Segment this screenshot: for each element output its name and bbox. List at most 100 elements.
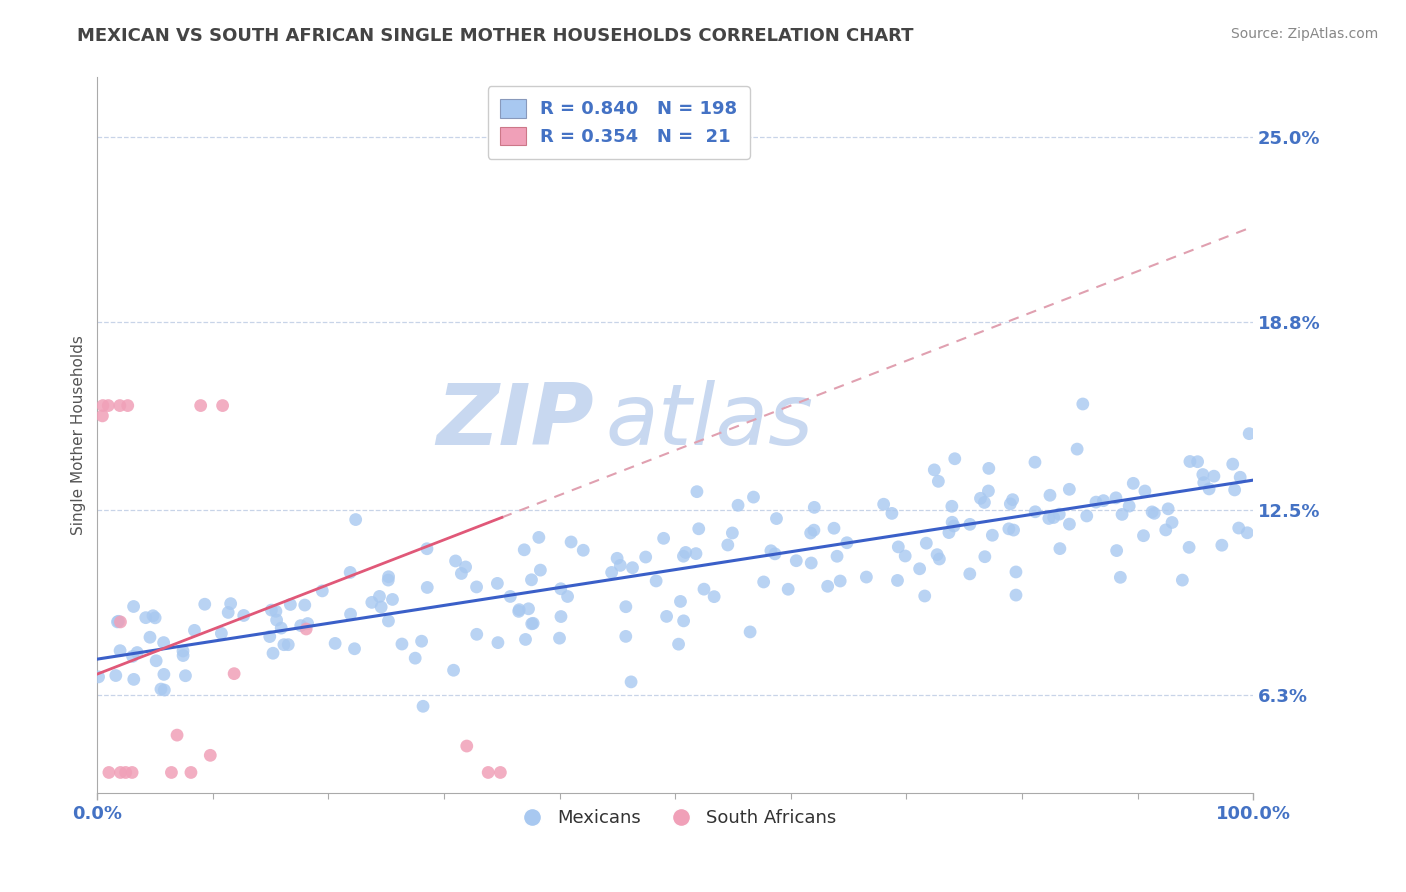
Point [1024, 455, 1046, 469]
Point [190, 399, 212, 413]
Point [91, 399, 114, 413]
Point [1192, 475, 1215, 490]
Point [942, 519, 965, 533]
Point [211, 399, 233, 413]
Point [1071, 397, 1094, 411]
Point [645, 574, 668, 588]
Point [785, 554, 807, 568]
Point [693, 582, 716, 596]
Point [572, 543, 595, 558]
Point [377, 614, 399, 628]
Point [914, 589, 936, 603]
Point [122, 599, 145, 614]
Point [915, 536, 938, 550]
Point [280, 598, 302, 612]
Point [527, 530, 550, 544]
Point [557, 590, 579, 604]
Point [973, 495, 995, 509]
Point [450, 566, 472, 581]
Point [153, 683, 176, 698]
Point [1229, 470, 1251, 484]
Point [1187, 455, 1209, 469]
Point [508, 604, 530, 618]
Point [560, 535, 582, 549]
Point [443, 663, 465, 677]
Point [232, 608, 254, 623]
Point [672, 614, 695, 628]
Point [104, 668, 127, 682]
Point [548, 631, 571, 645]
Point [908, 562, 931, 576]
Point [520, 573, 543, 587]
Point [823, 521, 845, 535]
Point [938, 525, 960, 540]
Point [107, 615, 129, 629]
Point [107, 615, 129, 629]
Legend: Mexicans, South Africans: Mexicans, South Africans [506, 802, 844, 834]
Point [180, 765, 202, 780]
Point [1042, 510, 1064, 524]
Point [264, 604, 287, 618]
Point [998, 522, 1021, 536]
Point [122, 673, 145, 687]
Point [513, 542, 536, 557]
Point [183, 624, 205, 638]
Point [160, 765, 183, 780]
Point [727, 498, 749, 512]
Point [1154, 523, 1177, 537]
Point [880, 507, 903, 521]
Point [1047, 507, 1070, 521]
Point [149, 682, 172, 697]
Point [486, 576, 509, 591]
Point [465, 627, 488, 641]
Point [339, 607, 361, 622]
Point [1211, 538, 1233, 552]
Point [91, 409, 114, 423]
Point [1066, 442, 1088, 456]
Point [825, 549, 848, 564]
Point [614, 629, 637, 643]
Point [886, 574, 908, 588]
Point [763, 547, 786, 561]
Point [941, 516, 963, 530]
Point [224, 666, 246, 681]
Point [1132, 529, 1154, 543]
Point [981, 528, 1004, 542]
Point [108, 643, 131, 657]
Point [391, 637, 413, 651]
Point [686, 484, 709, 499]
Point [508, 602, 530, 616]
Point [620, 674, 643, 689]
Point [928, 552, 950, 566]
Point [1223, 483, 1246, 497]
Point [121, 765, 143, 780]
Point [152, 635, 174, 649]
Point [830, 574, 852, 588]
Point [153, 667, 176, 681]
Point [1024, 505, 1046, 519]
Point [477, 765, 499, 780]
Point [655, 609, 678, 624]
Point [259, 630, 281, 644]
Point [114, 765, 136, 780]
Point [1178, 541, 1201, 555]
Point [520, 616, 543, 631]
Point [1059, 517, 1081, 532]
Point [1122, 476, 1144, 491]
Point [465, 580, 488, 594]
Point [675, 545, 697, 559]
Point [685, 547, 707, 561]
Point [266, 613, 288, 627]
Point [194, 597, 217, 611]
Point [172, 644, 194, 658]
Point [135, 610, 157, 624]
Point [1198, 482, 1220, 496]
Point [872, 497, 894, 511]
Point [344, 512, 367, 526]
Point [377, 570, 399, 584]
Point [800, 556, 823, 570]
Point [1236, 525, 1258, 540]
Point [143, 611, 166, 625]
Point [800, 526, 823, 541]
Y-axis label: Single Mother Households: Single Mother Households [72, 335, 86, 535]
